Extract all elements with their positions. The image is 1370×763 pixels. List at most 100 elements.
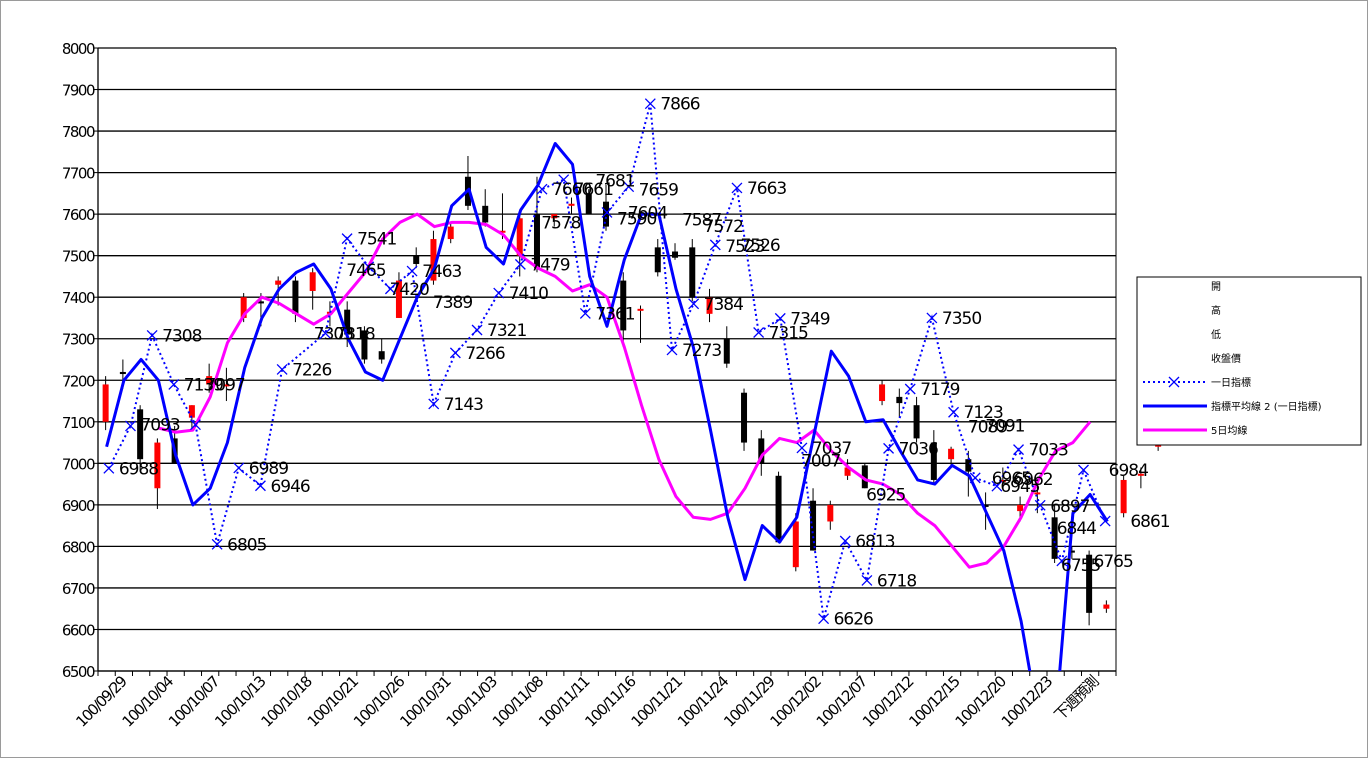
y-tick-label: 7400 — [62, 289, 95, 307]
day1-marker — [1034, 499, 1046, 511]
day1-marker — [991, 480, 1003, 492]
candle-body — [430, 239, 437, 281]
candle-body — [447, 226, 454, 240]
candle-body — [206, 376, 213, 385]
data-label: 7420 — [390, 280, 429, 300]
day1-marker — [1099, 515, 1111, 527]
day1-marker — [623, 181, 635, 193]
data-label: 6925 — [866, 485, 905, 505]
candle-body — [533, 214, 540, 269]
data-label: 7321 — [487, 321, 526, 341]
day1-marker — [146, 329, 158, 341]
candle-body — [378, 351, 385, 360]
indicator-average-series — [105, 142, 1109, 671]
candle-body — [395, 280, 402, 318]
day1-marker — [406, 265, 418, 277]
candle-body — [844, 467, 851, 476]
candle-body — [827, 504, 834, 522]
data-label: 6805 — [227, 535, 266, 555]
data-label: 7526 — [740, 236, 779, 256]
day1-marker — [233, 462, 245, 474]
y-tick-label: 7300 — [62, 331, 95, 349]
data-label: 7384 — [704, 295, 743, 315]
candle-body — [1086, 554, 1093, 613]
data-label: 7308 — [162, 326, 201, 346]
data-label: 7139 — [184, 375, 223, 395]
data-label: 7266 — [465, 344, 504, 364]
y-tick-label: 7900 — [62, 82, 95, 100]
candle-body — [361, 330, 368, 360]
ma5-line — [158, 212, 1092, 569]
candle-body — [982, 504, 989, 507]
day1-marker — [688, 298, 700, 310]
candle-body — [672, 251, 679, 258]
data-label: 6988 — [119, 459, 158, 479]
candle-body — [1103, 604, 1110, 609]
x-tick-label: 100/12/23 — [998, 672, 1056, 730]
day1-marker — [276, 364, 288, 375]
candle-body — [1137, 473, 1144, 476]
candle-body — [275, 280, 282, 285]
data-label: 7663 — [747, 179, 786, 199]
candle-body — [154, 442, 161, 489]
data-label: 7303 — [314, 324, 353, 344]
candle-body — [775, 475, 782, 543]
data-label: 7350 — [942, 309, 981, 329]
day1-marker — [319, 327, 331, 339]
candle-body — [102, 384, 109, 422]
candle-body — [568, 203, 575, 206]
data-label: 6844 — [1057, 519, 1096, 539]
data-label: 6946 — [270, 477, 309, 497]
x-axis-tick-labels: 100/09/29100/10/04100/10/07100/10/13100/… — [72, 672, 1102, 730]
data-label: 7318 — [335, 324, 374, 344]
day1-marker — [536, 183, 548, 195]
candle-body — [999, 479, 1006, 482]
candle-body — [913, 405, 920, 439]
y-tick-label: 7600 — [62, 206, 95, 224]
data-label: 7315 — [769, 324, 808, 344]
day1-marker — [731, 182, 743, 194]
day1-marker — [471, 324, 483, 336]
legend-label: 低 — [1211, 328, 1221, 341]
candle-body — [1034, 492, 1041, 495]
data-label: 6765 — [1094, 552, 1133, 572]
data-label: 7037 — [812, 439, 851, 459]
candle-body — [516, 218, 523, 256]
candle-body — [585, 193, 592, 215]
y-tick-label: 6900 — [62, 497, 95, 515]
candle-body — [188, 405, 195, 418]
data-label: 7273 — [682, 341, 721, 361]
y-tick-label: 6800 — [62, 538, 95, 556]
candle-body — [344, 309, 351, 335]
legend-marker-x — [1168, 376, 1180, 388]
candle-body — [741, 392, 748, 443]
candle-body — [810, 500, 817, 551]
candle-body — [292, 280, 299, 314]
data-label: 7226 — [292, 360, 331, 380]
grid-lines — [93, 47, 1117, 676]
day1-marker — [709, 239, 721, 251]
candle-body — [499, 230, 506, 233]
day1-marker — [579, 307, 591, 319]
day1-marker — [558, 174, 570, 186]
y-tick-label: 7100 — [62, 414, 95, 432]
candle-body — [689, 247, 696, 298]
candle-body — [879, 384, 886, 402]
candle-body — [861, 465, 868, 489]
data-label: 6962 — [1013, 470, 1052, 490]
day1-indicator-line — [103, 98, 1111, 625]
legend-label: 高 — [1211, 304, 1221, 317]
day1-marker — [601, 207, 613, 218]
y-tick-label: 6600 — [62, 621, 95, 639]
candle-body — [413, 255, 420, 264]
candle-body — [637, 308, 644, 311]
day1-marker — [428, 398, 440, 410]
data-label: 7541 — [357, 230, 396, 250]
candle-body — [1068, 550, 1075, 553]
data-label: 7089 — [968, 417, 1007, 437]
day1-marker — [449, 347, 461, 359]
data-label: 6989 — [249, 459, 288, 479]
candle-body — [119, 371, 126, 375]
